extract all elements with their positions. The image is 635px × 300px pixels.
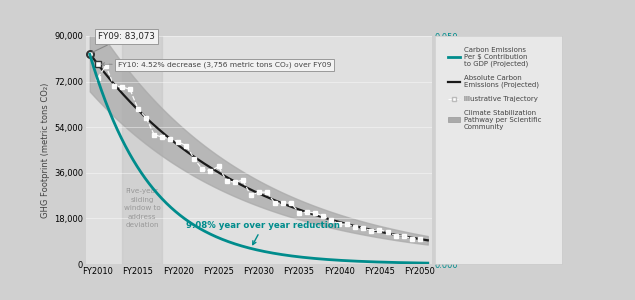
Y-axis label: GHG kg/$GDP Contribution: GHG kg/$GDP Contribution <box>466 93 475 207</box>
Legend: Carbon Emissions
Per $ Contribution
to GDP (Projected), Absolute Carbon
Emission: Carbon Emissions Per $ Contribution to G… <box>444 44 544 133</box>
Bar <box>122 36 162 264</box>
Text: FY10: 4.52% decrease (3,756 metric tons CO₂) over FY09: FY10: 4.52% decrease (3,756 metric tons … <box>102 61 331 68</box>
Y-axis label: GHG Footprint (metric tons CO₂): GHG Footprint (metric tons CO₂) <box>41 82 50 218</box>
Text: Five-year
sliding
window to
address
deviation: Five-year sliding window to address devi… <box>124 188 161 228</box>
Text: 9.08% year over year reduction: 9.08% year over year reduction <box>186 220 340 244</box>
Text: FY09: 83,073: FY09: 83,073 <box>92 32 155 52</box>
